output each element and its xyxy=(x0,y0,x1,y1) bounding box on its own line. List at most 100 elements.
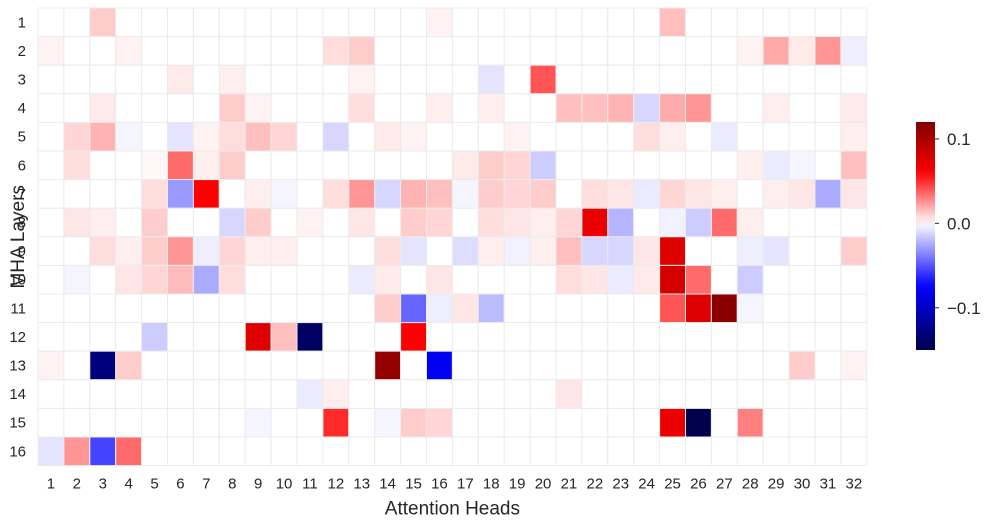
heatmap-cell xyxy=(659,350,686,381)
y-tick-label: 6 xyxy=(18,157,26,174)
heatmap-cell xyxy=(426,36,453,66)
heatmap-cell xyxy=(685,36,712,66)
heatmap-cell xyxy=(503,407,531,438)
heatmap-cell xyxy=(451,7,479,38)
heatmap-cell xyxy=(736,350,764,381)
heatmap-cell xyxy=(633,293,661,324)
heatmap-cell xyxy=(89,436,117,467)
heatmap-cell xyxy=(244,64,272,95)
heatmap-cell xyxy=(37,407,65,438)
x-tick-label: 22 xyxy=(587,476,604,493)
heatmap-cell xyxy=(788,207,816,238)
heatmap-cell xyxy=(400,293,428,324)
heatmap-cell xyxy=(762,322,790,352)
heatmap-cell xyxy=(37,350,65,381)
heatmap-cell xyxy=(141,436,169,467)
heatmap-cell xyxy=(762,207,790,238)
heatmap-cell xyxy=(736,264,764,295)
heatmap-cell xyxy=(503,7,531,38)
heatmap-cell xyxy=(322,121,350,152)
heatmap-cell xyxy=(348,236,376,266)
y-tick-label: 2 xyxy=(18,43,26,60)
colorbar-tick-label: 0.0 xyxy=(947,214,971,233)
heatmap-cell xyxy=(296,64,324,95)
heatmap-cell xyxy=(503,36,531,66)
heatmap-cell xyxy=(426,264,453,295)
heatmap-cell xyxy=(710,379,738,409)
heatmap-cell xyxy=(296,36,324,66)
x-tick-label: 14 xyxy=(379,476,396,493)
heatmap-cell xyxy=(762,436,790,467)
x-tick-label: 5 xyxy=(150,476,158,493)
heatmap-cell xyxy=(218,350,246,381)
heatmap-cell xyxy=(141,150,169,181)
heatmap-cell xyxy=(218,264,246,295)
heatmap-cell xyxy=(426,150,453,181)
heatmap-cell xyxy=(89,93,117,123)
heatmap-cell xyxy=(426,436,453,467)
heatmap-cell xyxy=(89,36,117,66)
y-tick-label: 14 xyxy=(9,386,26,403)
heatmap-cell xyxy=(633,207,661,238)
colorbar-tick-label: 0.1 xyxy=(947,130,971,149)
heatmap-cell xyxy=(348,64,376,95)
heatmap-cell xyxy=(141,322,169,352)
heatmap-cell xyxy=(451,64,479,95)
heatmap-cell xyxy=(659,179,686,209)
heatmap-cell xyxy=(633,36,661,66)
heatmap-cell xyxy=(555,7,583,38)
heatmap-cell xyxy=(244,7,272,38)
heatmap-cell xyxy=(115,150,143,181)
heatmap-cell xyxy=(762,150,790,181)
heatmap-cell xyxy=(270,436,298,467)
heatmap-cell xyxy=(529,322,557,352)
heatmap-cell xyxy=(400,207,428,238)
heatmap-cell xyxy=(529,207,557,238)
heatmap-cell xyxy=(192,293,220,324)
heatmap-cell xyxy=(192,436,220,467)
heatmap-cell xyxy=(451,379,479,409)
heatmap-cell xyxy=(426,322,453,352)
heatmap-cell xyxy=(477,150,505,181)
heatmap-cell xyxy=(659,236,686,266)
heatmap-cell xyxy=(37,36,65,66)
heatmap-cell xyxy=(477,121,505,152)
heatmap-cell xyxy=(218,179,246,209)
heatmap-cell xyxy=(503,93,531,123)
heatmap-cell xyxy=(503,236,531,266)
heatmap-cell xyxy=(529,236,557,266)
heatmap-cell xyxy=(659,64,686,95)
heatmap-cell xyxy=(503,150,531,181)
heatmap-cell xyxy=(115,93,143,123)
heatmap-cell xyxy=(477,179,505,209)
heatmap-cell xyxy=(244,322,272,352)
heatmap-cell xyxy=(296,293,324,324)
heatmap-cell xyxy=(115,293,143,324)
heatmap-cell xyxy=(581,236,609,266)
heatmap-cell xyxy=(581,7,609,38)
heatmap-cell xyxy=(63,36,91,66)
heatmap-cell xyxy=(192,93,220,123)
heatmap-cell xyxy=(374,350,402,381)
heatmap-cell xyxy=(451,121,479,152)
heatmap-cell xyxy=(348,93,376,123)
heatmap-cell xyxy=(814,407,842,438)
heatmap-cell xyxy=(37,322,65,352)
heatmap-cell xyxy=(218,121,246,152)
heatmap-cell xyxy=(736,207,764,238)
heatmap-cell xyxy=(633,322,661,352)
heatmap-cell xyxy=(63,379,91,409)
heatmap-cell xyxy=(115,36,143,66)
heatmap-cell xyxy=(115,7,143,38)
heatmap-cell xyxy=(270,179,298,209)
heatmap-cell xyxy=(788,64,816,95)
heatmap-cell xyxy=(555,150,583,181)
heatmap-cell xyxy=(840,207,868,238)
heatmap-cell xyxy=(63,407,91,438)
heatmap-cell xyxy=(633,150,661,181)
x-tick-label: 19 xyxy=(509,476,526,493)
heatmap-cell xyxy=(529,36,557,66)
heatmap-cell xyxy=(659,7,686,38)
heatmap-cell xyxy=(167,93,194,123)
x-tick-labels: 1 2 3 4 5 6 7 8 9 10 11 12 13 14 15 16 17 18 19 20 21 22 23 24 2… xyxy=(47,476,862,493)
